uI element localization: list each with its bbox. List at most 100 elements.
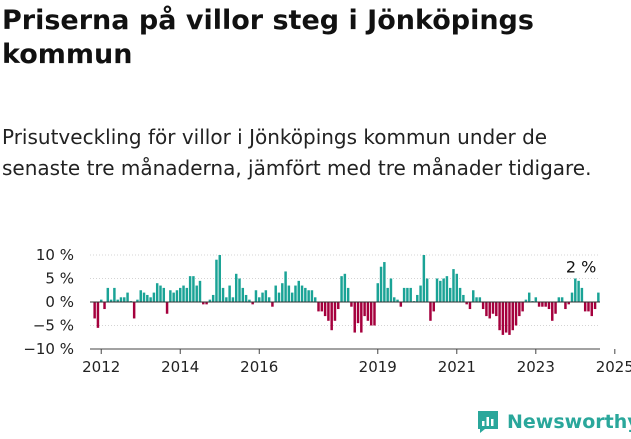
page-title: Priserna på villor steg i Jönköpings kom…: [2, 5, 534, 70]
bar: [139, 290, 142, 302]
bar: [590, 302, 593, 317]
bars: [93, 255, 600, 335]
bar: [113, 287, 116, 302]
bar: [518, 302, 521, 317]
bar: [551, 302, 554, 321]
bar: [271, 302, 274, 307]
bar: [504, 302, 508, 333]
bar: [211, 294, 215, 302]
bar: [560, 297, 564, 302]
bar-chart-icon: [478, 411, 498, 433]
x-tick-label: 2019: [359, 358, 397, 376]
bar: [221, 287, 225, 302]
bar: [488, 302, 491, 319]
bar: [511, 302, 514, 331]
bar: [491, 302, 495, 314]
bar: [337, 302, 340, 310]
bar: [274, 285, 277, 302]
bar: [557, 297, 561, 302]
bar: [208, 299, 212, 302]
bar: [435, 278, 439, 302]
last-value-annotation: 2 %: [566, 258, 596, 277]
bar: [123, 297, 126, 302]
bar: [409, 287, 412, 302]
bar: [234, 273, 238, 302]
bar: [182, 285, 185, 302]
bar: [360, 302, 363, 333]
bar: [188, 276, 192, 302]
bar: [376, 283, 380, 302]
x-tick-label: 2016: [240, 358, 278, 376]
bar: [439, 280, 442, 302]
bar: [452, 269, 455, 302]
bar: [310, 290, 314, 302]
bar: [179, 287, 182, 302]
x-tick-label: 2023: [517, 358, 555, 376]
bar: [215, 259, 218, 302]
bar: [481, 302, 485, 310]
bar: [142, 292, 146, 302]
bar: [597, 292, 600, 302]
bar: [126, 292, 129, 302]
x-tick-label: 2014: [161, 358, 199, 376]
newsworthy-logo: Newsworthy: [474, 408, 631, 438]
bar: [149, 297, 152, 302]
bar: [294, 285, 297, 302]
bar: [277, 292, 281, 302]
brand-name: Newsworthy: [507, 411, 631, 433]
bar: [508, 302, 511, 335]
bar: [422, 255, 426, 302]
bar: [383, 262, 386, 302]
bar: [244, 294, 248, 302]
bar: [389, 278, 393, 302]
bar: [416, 294, 419, 302]
x-tick-label: 2025: [596, 358, 631, 376]
bar: [146, 294, 149, 302]
bar: [132, 302, 136, 319]
bar: [583, 302, 587, 312]
y-tick-label: −5 %: [33, 317, 74, 335]
bar: [350, 302, 353, 307]
bar: [287, 285, 291, 302]
page-subtitle: Prisutveckling för villor i Jönköpings k…: [2, 125, 592, 180]
bar: [225, 297, 228, 302]
bar: [238, 278, 241, 302]
y-tick-label: 5 %: [45, 270, 74, 288]
bar: [192, 276, 195, 302]
bar: [152, 292, 156, 302]
bar: [297, 280, 300, 302]
bar: [514, 302, 518, 326]
bar: [356, 302, 360, 324]
bar: [198, 280, 202, 302]
bar: [472, 290, 475, 302]
bar: [340, 276, 343, 302]
bar: [386, 287, 389, 302]
bar: [425, 278, 429, 302]
bar: [343, 273, 347, 302]
bar: [251, 302, 254, 305]
bar: [432, 302, 435, 312]
bar: [330, 302, 333, 331]
bar: [458, 287, 462, 302]
bar: [399, 302, 403, 307]
bar: [478, 297, 482, 302]
bar: [455, 273, 459, 302]
bar: [501, 302, 505, 335]
bar: [195, 285, 198, 302]
bar: [241, 287, 245, 302]
bar: [228, 285, 231, 302]
bar: [564, 302, 567, 310]
bar: [175, 290, 179, 302]
bar: [541, 302, 544, 307]
bar: [369, 302, 373, 326]
bar: [593, 302, 597, 310]
bar: [574, 278, 577, 302]
bar: [353, 302, 356, 333]
bar: [570, 292, 574, 302]
bar: [547, 302, 551, 310]
bar: [307, 290, 310, 302]
bar: [103, 302, 106, 310]
bar: [323, 302, 327, 317]
bar: [577, 280, 580, 302]
bar: [136, 299, 139, 302]
